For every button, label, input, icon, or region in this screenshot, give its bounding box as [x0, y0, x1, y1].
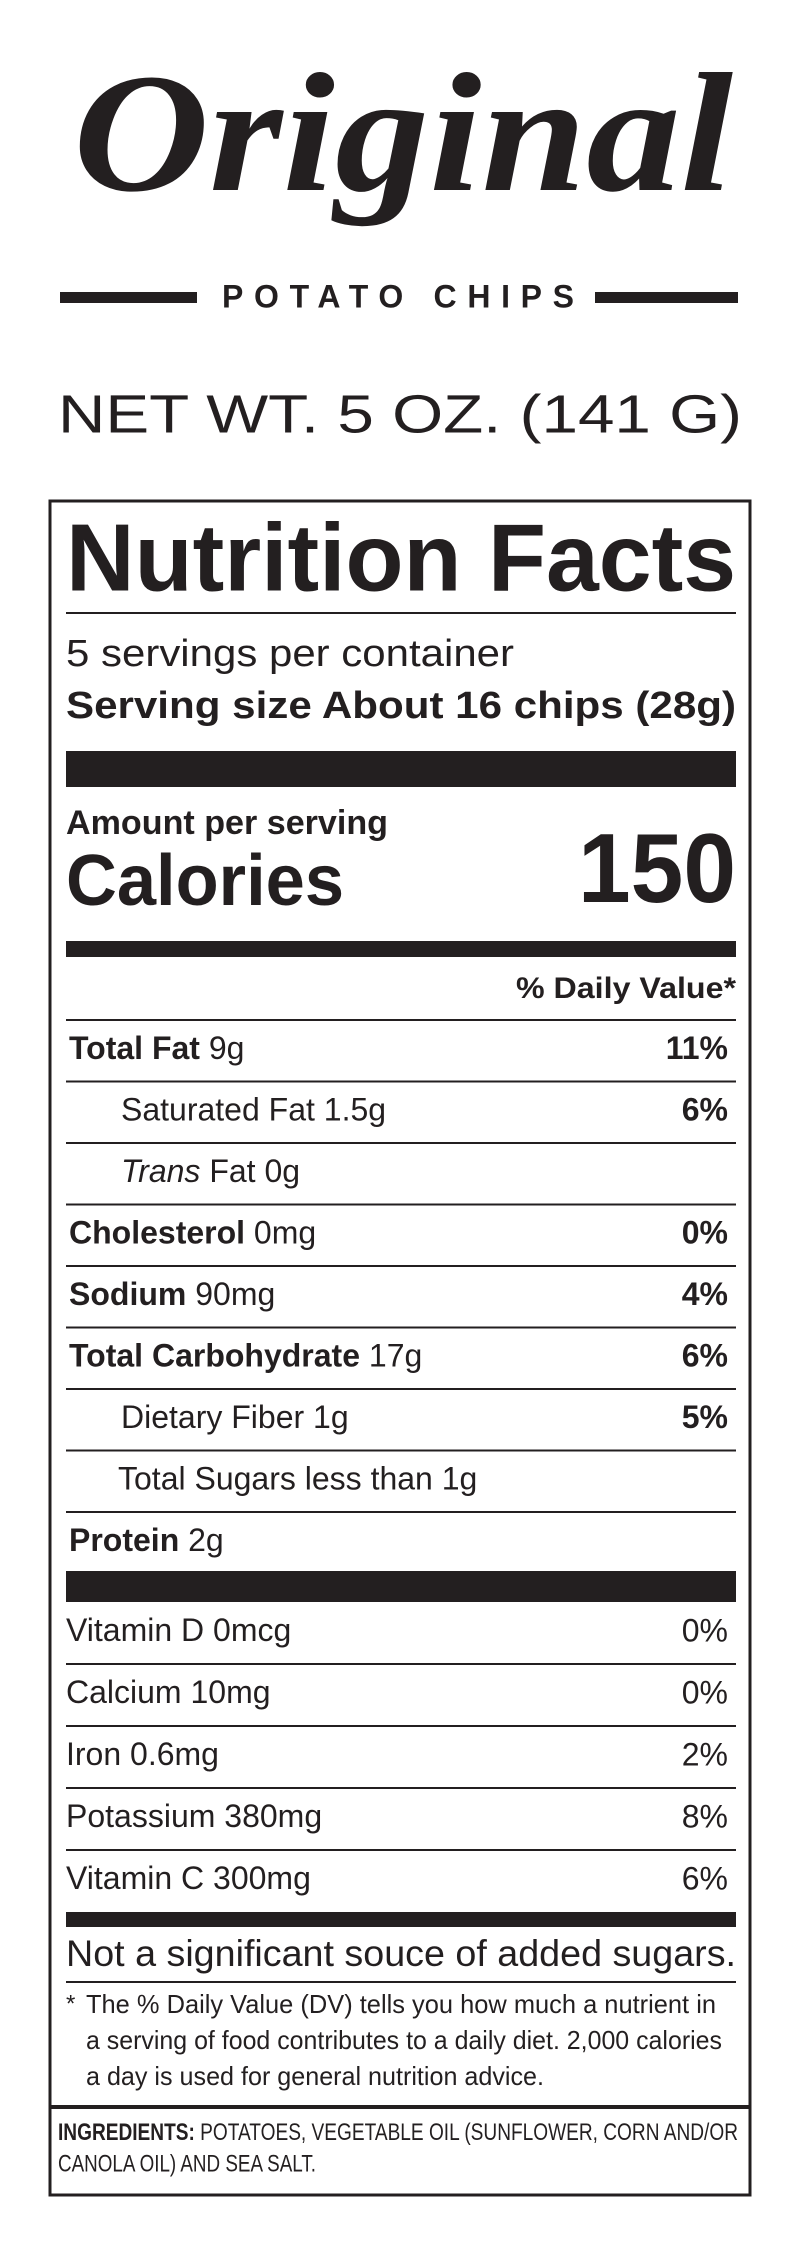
- serving-size-value: About 16 chips (28g): [322, 685, 736, 727]
- nutrient-name: Total Fat: [69, 1030, 200, 1066]
- footnote-line: a serving of food contributes to a daily…: [86, 2025, 722, 2055]
- facts-box: [48, 499, 752, 2197]
- nutrient-name: Total Sugars: [118, 1461, 296, 1497]
- vitamin-dv: 6%: [682, 1860, 728, 1896]
- nutrient-row: Dietary Fiber 1g: [121, 1399, 349, 1435]
- thick-rule: [66, 941, 736, 957]
- vitamin-amount: 0.6mg: [130, 1736, 219, 1772]
- vitamin-row: Iron 0.6mg: [66, 1736, 219, 1772]
- nutrient-amount: 90mg: [195, 1276, 275, 1312]
- nutrient-name: Dietary Fiber: [121, 1399, 305, 1435]
- nutrient-dv: 0%: [682, 1215, 728, 1251]
- rule: [60, 292, 197, 303]
- ingredients-label: INGREDIENTS:: [58, 2119, 195, 2146]
- brand-title: Original: [73, 39, 733, 227]
- nutrient-amount: 17g: [369, 1338, 422, 1374]
- nutrient-name: Fat: [209, 1153, 255, 1189]
- nutrient-row: Trans Fat 0g: [121, 1153, 300, 1189]
- serving-size-label: Serving size: [66, 685, 312, 727]
- vitamin-name: Iron: [66, 1736, 121, 1772]
- nutrient-amount: 0g: [264, 1153, 300, 1189]
- vitamin-amount: 300mg: [213, 1860, 311, 1896]
- nutrient-row: Total Carbohydrate 17g: [69, 1338, 422, 1374]
- vitamin-row: Vitamin C 300mg: [66, 1860, 311, 1896]
- vitamin-name: Vitamin D: [66, 1612, 204, 1648]
- nutrient-amount: 9g: [209, 1030, 245, 1066]
- nutrient-dv: 5%: [682, 1399, 728, 1435]
- thick-rule: [66, 1571, 736, 1602]
- nutrient-amount: 1g: [313, 1399, 349, 1435]
- nutrient-dv: 11%: [666, 1030, 728, 1066]
- footnote-line: The % Daily Value (DV) tells you how muc…: [86, 1989, 716, 2019]
- vitamin-row: Potassium 380mg: [66, 1798, 322, 1834]
- net-weight: NET WT. 5 OZ. (141 G): [58, 384, 742, 444]
- nutrient-amount: less than 1g: [305, 1461, 478, 1497]
- vitamin-dv: 0%: [682, 1612, 728, 1648]
- ingredients-text: CANOLA OIL) AND SEA SALT.: [58, 2150, 316, 2177]
- nutrient-dv: 4%: [682, 1276, 728, 1312]
- added-sugars-note: Not a significant souce of added sugars.: [66, 1933, 736, 1974]
- vitamin-dv: 0%: [682, 1674, 728, 1710]
- vitamin-amount: 10mg: [190, 1674, 270, 1710]
- footnote-line: a day is used for general nutrition advi…: [86, 2061, 544, 2091]
- nutrient-row: Cholesterol 0mg: [69, 1215, 316, 1251]
- nutrient-row: Protein 2g: [69, 1522, 224, 1558]
- nutrient-dv: 6%: [682, 1338, 728, 1374]
- nutrient-name: Sodium: [69, 1276, 186, 1312]
- rule: [595, 292, 738, 303]
- calories-label: Calories: [66, 841, 344, 921]
- nutrient-row: Total Sugars less than 1g: [118, 1461, 477, 1497]
- vitamin-row: Calcium 10mg: [66, 1674, 271, 1710]
- nutrient-name: Total Carbohydrate: [69, 1338, 360, 1374]
- calories-value: 150: [578, 813, 736, 923]
- ingredients-text: POTATOES, VEGETABLE OIL (SUNFLOWER, CORN…: [200, 2119, 738, 2146]
- nutrient-name: Protein: [69, 1522, 179, 1558]
- vitamin-dv: 8%: [682, 1798, 728, 1834]
- facts-title: Nutrition Facts: [66, 504, 736, 611]
- serving-size: Serving size About 16 chips (28g): [66, 685, 736, 727]
- amount-per-serving: Amount per serving: [66, 804, 388, 842]
- nutrient-name: Saturated Fat: [121, 1092, 315, 1128]
- nutrient-row: Total Fat 9g: [69, 1030, 244, 1066]
- nutrient-amount: 1.5g: [324, 1092, 386, 1128]
- vitamin-name: Calcium: [66, 1674, 182, 1710]
- ingredients: INGREDIENTS: POTATOES, VEGETABLE OIL (SU…: [58, 2119, 738, 2146]
- nutrient-amount: 0mg: [254, 1215, 316, 1251]
- thick-rule: [66, 751, 736, 787]
- nutrient-dv: 6%: [682, 1092, 728, 1128]
- nutrient-name: Cholesterol: [69, 1215, 245, 1251]
- daily-value-header: % Daily Value*: [516, 972, 736, 1005]
- nutrient-name-italic: Trans: [121, 1153, 200, 1189]
- vitamin-name: Potassium: [66, 1798, 215, 1834]
- footnote-marker: *: [66, 1990, 75, 2017]
- servings: 5 servings per container: [66, 633, 514, 675]
- nutrient-amount: 2g: [188, 1522, 224, 1558]
- vitamin-amount: 0mcg: [213, 1612, 291, 1648]
- vitamin-amount: 380mg: [224, 1798, 322, 1834]
- vitamin-name: Vitamin C: [66, 1860, 204, 1896]
- rule: [50, 2105, 750, 2109]
- vitamin-row: Vitamin D 0mcg: [66, 1612, 291, 1648]
- product-subtitle: POTATO CHIPS: [222, 278, 574, 314]
- nutrient-row: Sodium 90mg: [69, 1276, 275, 1312]
- nutrient-row: Saturated Fat 1.5g: [121, 1092, 386, 1128]
- thick-rule: [66, 1912, 736, 1927]
- vitamin-dv: 2%: [682, 1736, 728, 1772]
